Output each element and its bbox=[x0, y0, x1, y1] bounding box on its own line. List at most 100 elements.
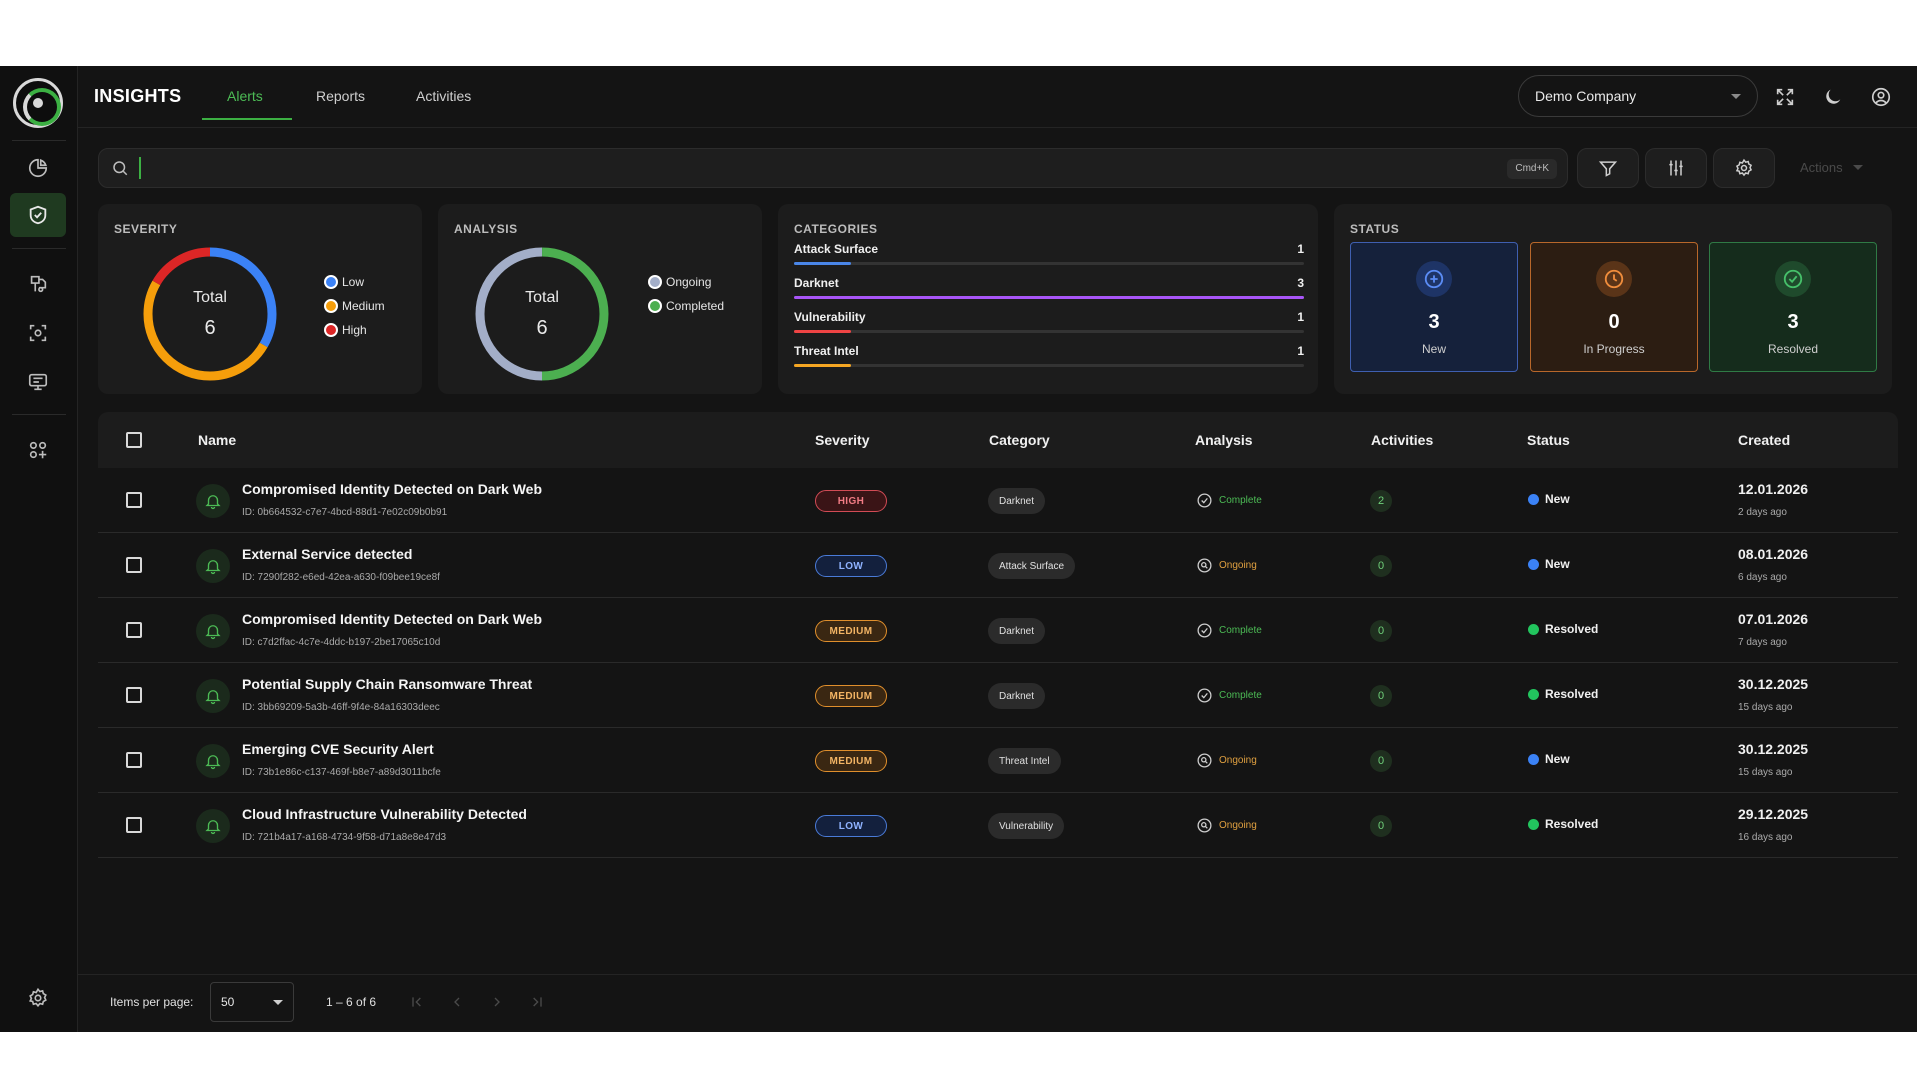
nav-scan[interactable] bbox=[10, 311, 66, 355]
columns-button[interactable] bbox=[1645, 148, 1707, 188]
category-row[interactable]: Threat Intel 1 bbox=[794, 344, 1304, 378]
category-row[interactable]: Vulnerability 1 bbox=[794, 310, 1304, 344]
bell-icon bbox=[205, 625, 221, 640]
category-count: 1 bbox=[1297, 310, 1304, 324]
severity-legend: Low Medium High bbox=[324, 270, 385, 342]
table-row[interactable]: Compromised Identity Detected on Dark We… bbox=[98, 468, 1898, 533]
filter-button[interactable] bbox=[1577, 148, 1639, 188]
status-label: New bbox=[1545, 752, 1570, 766]
header-status[interactable]: Status bbox=[1527, 432, 1570, 448]
table-row[interactable]: Emerging CVE Security Alert ID: 73b1e86c-… bbox=[98, 728, 1898, 793]
last-page-icon bbox=[533, 997, 542, 1007]
nav-dashboard[interactable] bbox=[10, 146, 66, 190]
row-checkbox[interactable] bbox=[126, 687, 142, 703]
status-label: Resolved bbox=[1545, 622, 1599, 636]
analysis-status: Ongoing bbox=[1196, 817, 1257, 834]
row-checkbox[interactable] bbox=[126, 817, 142, 833]
created-relative: 15 days ago bbox=[1738, 767, 1793, 778]
check-circle-icon bbox=[1197, 623, 1212, 638]
header-analysis[interactable]: Analysis bbox=[1195, 432, 1253, 448]
status-dot bbox=[1528, 623, 1539, 635]
table-row[interactable]: Potential Supply Chain Ransomware Threat… bbox=[98, 663, 1898, 728]
analysis-total-value: 6 bbox=[536, 316, 548, 339]
theme-toggle-button[interactable] bbox=[1819, 83, 1847, 111]
header-category[interactable]: Category bbox=[989, 432, 1050, 448]
legend-label: Completed bbox=[666, 299, 725, 313]
analysis-status: Ongoing bbox=[1196, 752, 1257, 769]
status-in-progress-box[interactable]: 0 In Progress bbox=[1530, 242, 1698, 372]
tab-alerts[interactable]: Alerts bbox=[227, 88, 263, 104]
header-severity[interactable]: Severity bbox=[815, 432, 870, 448]
table-row[interactable]: Cloud Infrastructure Vulnerability Detec… bbox=[98, 793, 1898, 858]
nav-insights[interactable] bbox=[10, 193, 66, 237]
user-menu-button[interactable] bbox=[1867, 83, 1895, 111]
header-activities[interactable]: Activities bbox=[1371, 432, 1434, 448]
select-all-checkbox[interactable] bbox=[126, 432, 142, 448]
status-cell: Resolved bbox=[1528, 817, 1598, 831]
header-created[interactable]: Created bbox=[1738, 432, 1791, 448]
fullscreen-button[interactable] bbox=[1771, 83, 1799, 111]
alert-id: ID: 7290f282-e6ed-42ea-a630-f09bee19ce8f bbox=[242, 572, 440, 583]
active-tab-indicator bbox=[202, 118, 292, 120]
row-checkbox[interactable] bbox=[126, 557, 142, 573]
last-page-button[interactable] bbox=[526, 991, 548, 1013]
alert-name[interactable]: External Service detected bbox=[242, 546, 413, 562]
next-page-button[interactable] bbox=[486, 991, 508, 1013]
table-row[interactable]: External Service detected ID: 7290f282-e6… bbox=[98, 533, 1898, 598]
legend-dot bbox=[648, 299, 662, 313]
nav-settings[interactable] bbox=[10, 976, 66, 1020]
actions-dropdown[interactable]: Actions bbox=[1800, 160, 1863, 175]
row-checkbox[interactable] bbox=[126, 492, 142, 508]
previous-page-button[interactable] bbox=[446, 991, 468, 1013]
tab-activities[interactable]: Activities bbox=[416, 88, 472, 104]
user-circle-icon bbox=[1871, 87, 1891, 107]
created-relative: 2 days ago bbox=[1738, 507, 1787, 518]
search-bar[interactable]: Cmd+K bbox=[98, 148, 1568, 188]
analysis-status: Ongoing bbox=[1196, 557, 1257, 574]
category-row[interactable]: Attack Surface 1 bbox=[794, 242, 1304, 276]
nav-threats[interactable] bbox=[10, 262, 66, 306]
table-row[interactable]: Compromised Identity Detected on Dark We… bbox=[98, 598, 1898, 663]
gear-icon bbox=[1735, 158, 1753, 177]
items-per-page-select[interactable]: 50 bbox=[210, 982, 294, 1022]
legend-item-ongoing: Ongoing bbox=[648, 270, 724, 294]
nav-apps[interactable] bbox=[10, 428, 66, 472]
activities-count: 0 bbox=[1370, 685, 1392, 707]
tab-reports[interactable]: Reports bbox=[316, 88, 366, 104]
row-checkbox[interactable] bbox=[126, 622, 142, 638]
table-header: Name Severity Category Analysis Activiti… bbox=[98, 412, 1898, 468]
severity-center: Total 6 bbox=[142, 246, 278, 382]
header-name[interactable]: Name bbox=[198, 432, 237, 448]
alert-name[interactable]: Emerging CVE Security Alert bbox=[242, 741, 434, 757]
alert-name[interactable]: Compromised Identity Detected on Dark We… bbox=[242, 611, 543, 627]
category-row[interactable]: Darknet 3 bbox=[794, 276, 1304, 310]
legend-dot bbox=[324, 323, 338, 337]
status-resolved-box[interactable]: 3 Resolved bbox=[1709, 242, 1877, 372]
analysis-title: ANALYSIS bbox=[454, 222, 518, 236]
alert-name[interactable]: Compromised Identity Detected on Dark We… bbox=[242, 481, 543, 497]
alert-id: ID: 3bb69209-5a3b-46ff-9f4e-84a16303deec bbox=[242, 702, 440, 713]
analysis-card: ANALYSIS Total 6 Ongoing Completed bbox=[438, 204, 762, 394]
nav-monitor[interactable] bbox=[10, 360, 66, 404]
row-checkbox[interactable] bbox=[126, 752, 142, 768]
items-per-page-value: 50 bbox=[221, 995, 235, 1009]
scan-icon bbox=[29, 324, 47, 342]
company-selector[interactable]: Demo Company bbox=[1518, 75, 1758, 117]
status-title: STATUS bbox=[1350, 222, 1400, 236]
clock-icon bbox=[1596, 261, 1632, 297]
sliders-icon bbox=[1669, 160, 1683, 176]
table-settings-button[interactable] bbox=[1713, 148, 1775, 188]
alert-name[interactable]: Cloud Infrastructure Vulnerability Detec… bbox=[242, 806, 527, 822]
created-relative: 15 days ago bbox=[1738, 702, 1793, 713]
top-bar: INSIGHTS Alerts Reports Activities Demo … bbox=[78, 66, 1917, 128]
created-date: 12.01.2026 bbox=[1738, 481, 1809, 497]
category-chip: Darknet bbox=[988, 618, 1046, 644]
first-page-button[interactable] bbox=[406, 991, 428, 1013]
alert-name[interactable]: Potential Supply Chain Ransomware Threat bbox=[242, 676, 533, 692]
legend-dot bbox=[648, 275, 662, 289]
search-input[interactable] bbox=[139, 157, 1439, 179]
status-new-box[interactable]: 3 New bbox=[1350, 242, 1518, 372]
status-label: Resolved bbox=[1545, 687, 1599, 701]
logo[interactable] bbox=[13, 78, 63, 128]
legend-item-completed: Completed bbox=[648, 294, 724, 318]
